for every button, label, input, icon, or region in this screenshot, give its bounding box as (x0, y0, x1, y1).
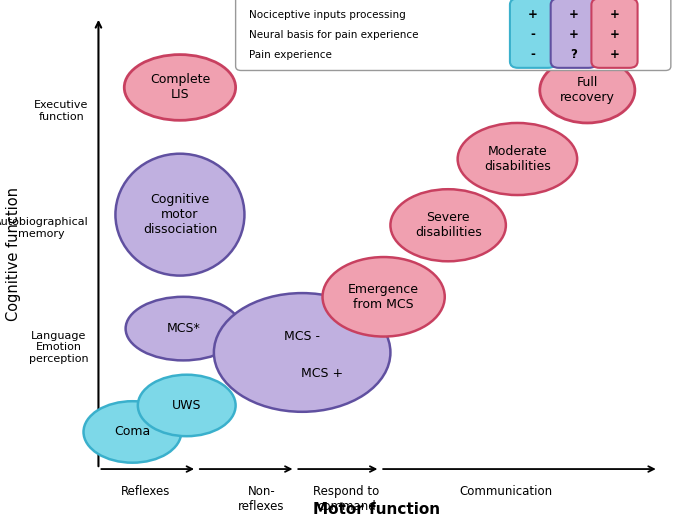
Text: Non-
reflexes: Non- reflexes (238, 485, 285, 513)
Text: -: - (530, 48, 536, 60)
Text: Communication: Communication (459, 485, 553, 498)
Ellipse shape (115, 154, 244, 276)
Ellipse shape (458, 123, 577, 195)
Ellipse shape (390, 189, 506, 261)
Text: Executive
function: Executive function (34, 101, 88, 122)
Ellipse shape (84, 401, 181, 463)
Text: +: + (528, 7, 538, 21)
Text: Nociceptive inputs processing: Nociceptive inputs processing (249, 10, 406, 20)
Text: Neural basis for pain experience: Neural basis for pain experience (249, 30, 419, 40)
Ellipse shape (126, 297, 241, 360)
Text: Moderate
disabilities: Moderate disabilities (484, 145, 551, 173)
Text: Cognitive function: Cognitive function (6, 188, 21, 321)
Text: Pain experience: Pain experience (249, 50, 332, 60)
Text: MCS -: MCS - (284, 330, 320, 343)
Text: Autobiographical
memory: Autobiographical memory (0, 217, 88, 238)
Text: +: + (610, 48, 619, 60)
FancyBboxPatch shape (591, 0, 638, 68)
Ellipse shape (540, 57, 635, 123)
Text: MCS*: MCS* (166, 322, 200, 335)
Text: +: + (569, 7, 579, 21)
FancyBboxPatch shape (236, 0, 671, 70)
Text: +: + (569, 28, 579, 41)
Text: Respond to
command: Respond to command (313, 485, 380, 513)
Text: Severe
disabilities: Severe disabilities (415, 211, 481, 239)
Text: Full
recovery: Full recovery (560, 76, 614, 104)
Text: Emergence
from MCS: Emergence from MCS (348, 283, 419, 311)
Text: Complete
LIS: Complete LIS (150, 74, 210, 101)
Ellipse shape (138, 375, 236, 436)
Text: MCS +: MCS + (301, 367, 344, 380)
Text: ?: ? (570, 48, 577, 60)
Text: -: - (530, 28, 536, 41)
Text: Reflexes: Reflexes (122, 485, 170, 498)
Text: UWS: UWS (172, 399, 202, 412)
Text: Language
Emotion
perception: Language Emotion perception (29, 331, 88, 364)
Text: Motor function: Motor function (313, 502, 441, 517)
Text: +: + (610, 28, 619, 41)
Text: Coma: Coma (114, 426, 151, 438)
Ellipse shape (124, 55, 236, 120)
FancyBboxPatch shape (551, 0, 597, 68)
Ellipse shape (323, 257, 445, 337)
Text: +: + (610, 7, 619, 21)
Ellipse shape (214, 293, 390, 412)
Text: Cognitive
motor
dissociation: Cognitive motor dissociation (143, 193, 217, 236)
FancyBboxPatch shape (510, 0, 556, 68)
